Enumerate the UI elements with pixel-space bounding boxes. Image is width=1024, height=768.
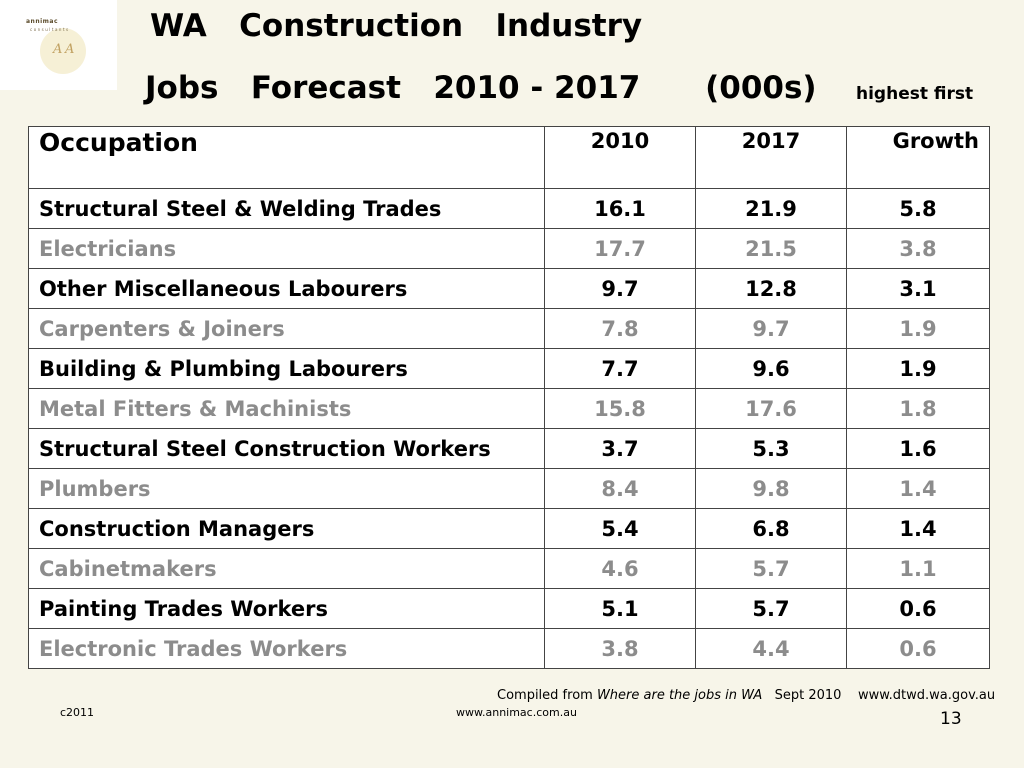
value-2010-cell: 3.7 [544,428,696,469]
value-2017-cell: 9.6 [695,348,847,389]
value-2010-cell: 15.8 [544,388,696,429]
value-2017-cell: 5.7 [695,588,847,629]
table-row: Metal Fitters & Machinists 15.8 17.6 1.8 [28,388,990,429]
value-2010-cell: 17.7 [544,228,696,269]
growth-cell: 0.6 [846,588,990,629]
table-row: Structural Steel & Welding Trades 16.1 21.… [28,188,990,229]
table-body: Structural Steel & Welding Trades 16.1 21.… [28,188,990,669]
logo-monogram: A A [53,42,75,57]
sort-note: highest first [856,84,974,104]
occupation-cell: Plumbers [28,468,545,509]
source-prefix: Compiled from [497,688,597,703]
occupation-cell: Carpenters & Joiners [28,308,545,349]
value-2010-cell: 7.7 [544,348,696,389]
occupation-cell: Building & Plumbing Labourers [28,348,545,389]
logo-name: annimac [26,18,59,25]
value-2017-cell: 9.7 [695,308,847,349]
table-row: Building & Plumbing Labourers 7.7 9.6 1.9 [28,348,990,389]
source-citation: Compiled from Where are the jobs in WA S… [497,688,995,703]
value-2010-cell: 3.8 [544,628,696,669]
column-header-2010: 2010 [544,126,696,189]
value-2017-cell: 4.4 [695,628,847,669]
column-header-growth: Growth [846,126,990,189]
growth-cell: 1.4 [846,468,990,509]
growth-cell: 1.4 [846,508,990,549]
table-row: Construction Managers 5.4 6.8 1.4 [28,508,990,549]
column-header-occupation: Occupation [28,126,545,189]
occupation-cell: Construction Managers [28,508,545,549]
occupation-cell: Metal Fitters & Machinists [28,388,545,429]
occupation-cell: Painting Trades Workers [28,588,545,629]
occupation-cell: Electronic Trades Workers [28,628,545,669]
value-2017-cell: 5.7 [695,548,847,589]
table-row: Carpenters & Joiners 7.8 9.7 1.9 [28,308,990,349]
value-2010-cell: 16.1 [544,188,696,229]
value-2010-cell: 4.6 [544,548,696,589]
value-2017-cell: 12.8 [695,268,847,309]
table-row: Cabinetmakers 4.6 5.7 1.1 [28,548,990,589]
occupation-cell: Electricians [28,228,545,269]
jobs-forecast-table: Occupation 2010 2017 Growth Structural S… [28,126,990,669]
growth-cell: 1.8 [846,388,990,429]
value-2017-cell: 9.8 [695,468,847,509]
page-title: WA Construction Industry [150,8,643,44]
value-2010-cell: 5.1 [544,588,696,629]
growth-cell: 3.1 [846,268,990,309]
table-row: Electricians 17.7 21.5 3.8 [28,228,990,269]
growth-cell: 1.1 [846,548,990,589]
page-number: 13 [940,709,962,729]
occupation-cell: Structural Steel & Welding Trades [28,188,545,229]
value-2010-cell: 9.7 [544,268,696,309]
source-title: Where are the jobs in WA [596,688,763,703]
table-row: Other Miscellaneous Labourers 9.7 12.8 3.1 [28,268,990,309]
growth-cell: 5.8 [846,188,990,229]
value-2017-cell: 17.6 [695,388,847,429]
page-subtitle: Jobs Forecast 2010 - 2017 (000s) [145,70,817,106]
logo: annimac consultants A A [0,0,117,90]
value-2010-cell: 8.4 [544,468,696,509]
occupation-cell: Cabinetmakers [28,548,545,589]
occupation-cell: Structural Steel Construction Workers [28,428,545,469]
occupation-cell: Other Miscellaneous Labourers [28,268,545,309]
source-suffix: Sept 2010 www.dtwd.wa.gov.au [762,688,996,703]
table-row: Plumbers 8.4 9.8 1.4 [28,468,990,509]
value-2017-cell: 5.3 [695,428,847,469]
growth-cell: 1.6 [846,428,990,469]
column-header-2017: 2017 [695,126,847,189]
logo-emblem [40,28,86,74]
copyright: c2011 [60,706,95,719]
value-2017-cell: 21.5 [695,228,847,269]
growth-cell: 0.6 [846,628,990,669]
table-row: Structural Steel Construction Workers 3.7… [28,428,990,469]
table-header-row: Occupation 2010 2017 Growth [28,126,990,189]
footer-url: www.annimac.com.au [456,706,577,719]
value-2010-cell: 7.8 [544,308,696,349]
value-2010-cell: 5.4 [544,508,696,549]
table-row: Painting Trades Workers 5.1 5.7 0.6 [28,588,990,629]
logo-tagline: consultants [30,27,70,32]
value-2017-cell: 21.9 [695,188,847,229]
growth-cell: 1.9 [846,308,990,349]
growth-cell: 3.8 [846,228,990,269]
table-row: Electronic Trades Workers 3.8 4.4 0.6 [28,628,990,669]
value-2017-cell: 6.8 [695,508,847,549]
growth-cell: 1.9 [846,348,990,389]
